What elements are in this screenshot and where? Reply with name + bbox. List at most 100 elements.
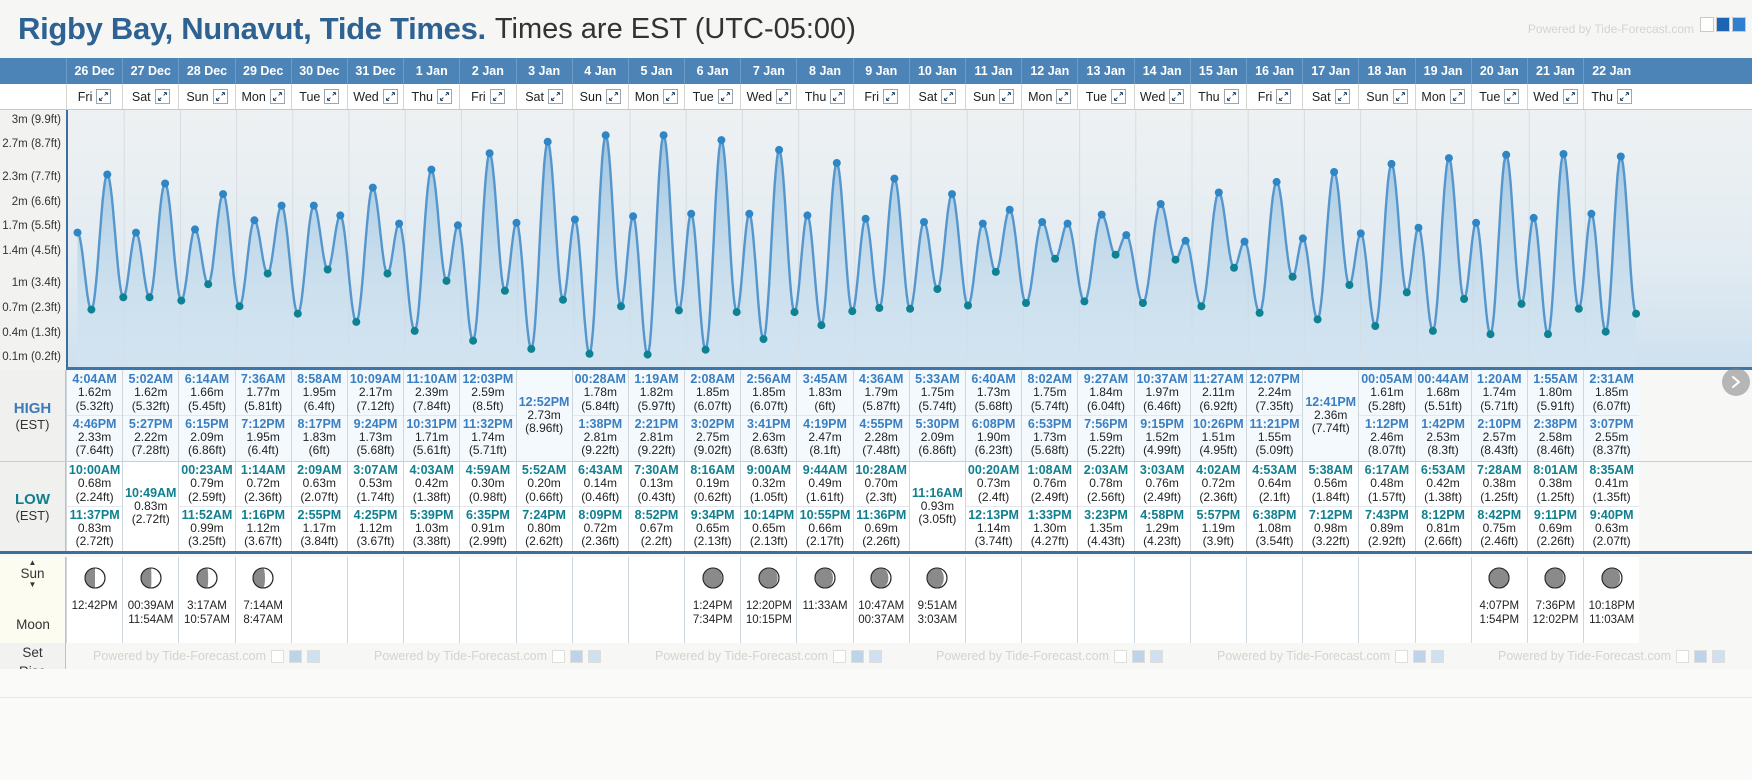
day-cell[interactable]: Tue (1077, 84, 1133, 109)
date-cell[interactable]: 18 Jan (1358, 58, 1414, 84)
day-cell[interactable]: Mon (234, 84, 291, 109)
high-tide-feet: (5.74ft) (1030, 398, 1069, 413)
sun-up-arrow-icon: ▲ (28, 558, 37, 567)
expand-icon[interactable] (547, 89, 563, 104)
day-cell[interactable]: Wed (346, 84, 403, 109)
expand-icon[interactable] (999, 89, 1015, 104)
date-cell[interactable]: 17 Jan (1302, 58, 1358, 84)
date-cell[interactable]: 30 Dec (290, 58, 347, 84)
expand-icon[interactable] (941, 89, 957, 104)
day-cell[interactable]: Tue (1470, 84, 1527, 109)
expand-icon[interactable] (1334, 89, 1350, 104)
day-cell[interactable]: Wed (1133, 84, 1190, 109)
day-cell[interactable]: Sun (178, 84, 234, 109)
flag-icon-2[interactable] (1732, 17, 1746, 32)
low-tide-time: 2:03AM (1083, 463, 1129, 478)
date-cell[interactable]: 26 Dec (66, 58, 122, 84)
moon-cell: 7:14AM 8:47AM (234, 557, 291, 643)
day-cell[interactable]: Thu (403, 84, 459, 109)
day-cell[interactable]: Fri (852, 84, 909, 109)
date-cell[interactable]: 4 Jan (571, 58, 628, 84)
day-cell[interactable]: Sun (571, 84, 628, 109)
watermark-flag-icon (851, 649, 864, 663)
expand-icon[interactable] (717, 89, 733, 104)
expand-icon[interactable] (1449, 89, 1465, 104)
date-cell[interactable]: 10 Jan (908, 58, 965, 84)
day-cell[interactable]: Sun (1358, 84, 1414, 109)
y-axis-tick-label: 1.4m (4.5ft) (2, 244, 61, 257)
low-tide-time: 12:13PM (968, 508, 1019, 522)
day-cell[interactable]: Thu (1189, 84, 1246, 109)
expand-icon[interactable] (776, 89, 792, 104)
moon-time-text: 11:03AM (1589, 614, 1635, 627)
expand-icon[interactable] (1223, 89, 1239, 104)
date-cell[interactable]: 15 Jan (1189, 58, 1246, 84)
expand-icon[interactable] (663, 89, 679, 104)
date-cell[interactable]: 13 Jan (1077, 58, 1133, 84)
date-cell[interactable]: 21 Jan (1526, 58, 1583, 84)
date-cell[interactable]: 19 Jan (1414, 58, 1471, 84)
high-tide-feet: (8.43ft) (1480, 443, 1519, 458)
expand-icon[interactable] (1056, 89, 1072, 104)
date-cell[interactable]: 20 Jan (1470, 58, 1527, 84)
day-cell[interactable]: Tue (684, 84, 740, 109)
day-cell[interactable]: Sat (1302, 84, 1358, 109)
date-cell[interactable]: 29 Dec (234, 58, 291, 84)
date-cell[interactable]: 12 Jan (1021, 58, 1077, 84)
expand-icon[interactable] (1504, 89, 1520, 104)
day-cell[interactable]: Mon (1414, 84, 1471, 109)
date-cell[interactable]: 31 Dec (346, 58, 403, 84)
date-cell[interactable]: 9 Jan (852, 58, 909, 84)
expand-icon[interactable] (883, 89, 898, 104)
date-cell[interactable]: 8 Jan (796, 58, 852, 84)
moon-time-text: 3:17AM (187, 600, 227, 612)
chart-toggle-icon[interactable] (1700, 17, 1714, 32)
expand-icon[interactable] (1276, 89, 1292, 104)
day-cell[interactable]: Sat (908, 84, 965, 109)
date-cell[interactable]: 1 Jan (403, 58, 459, 84)
scroll-right-button[interactable] (1722, 368, 1750, 396)
date-cell[interactable]: 2 Jan (459, 58, 515, 84)
day-cell[interactable]: Mon (627, 84, 684, 109)
expand-icon[interactable] (1392, 89, 1408, 104)
expand-icon[interactable] (1562, 89, 1578, 104)
date-cell[interactable]: 5 Jan (627, 58, 684, 84)
date-cell[interactable]: 11 Jan (965, 58, 1021, 84)
date-cell[interactable]: 3 Jan (515, 58, 572, 84)
flag-icon-1[interactable] (1716, 17, 1730, 32)
date-cell[interactable]: 14 Jan (1133, 58, 1190, 84)
day-cell[interactable]: Fri (459, 84, 515, 109)
day-cell[interactable]: Wed (1526, 84, 1583, 109)
day-cell[interactable]: Thu (1583, 84, 1639, 109)
expand-icon[interactable] (489, 89, 505, 104)
low-tide-feet: (2.26ft) (1536, 534, 1575, 549)
date-cell[interactable]: 16 Jan (1245, 58, 1302, 84)
expand-icon[interactable] (436, 89, 452, 104)
day-cell[interactable]: Sun (965, 84, 1021, 109)
day-cell[interactable]: Tue (290, 84, 347, 109)
low-tide-meters: 0.14m (583, 476, 617, 491)
expand-icon[interactable] (1616, 89, 1632, 104)
expand-icon[interactable] (605, 89, 621, 104)
expand-icon[interactable] (96, 89, 112, 104)
expand-icon[interactable] (1169, 89, 1185, 104)
expand-icon[interactable] (830, 89, 846, 104)
day-cell[interactable]: Fri (66, 84, 122, 109)
date-cell[interactable]: 28 Dec (178, 58, 234, 84)
day-cell[interactable]: Mon (1021, 84, 1077, 109)
date-cell[interactable]: 27 Dec (122, 58, 178, 84)
day-cell[interactable]: Wed (740, 84, 796, 109)
expand-icon[interactable] (269, 89, 285, 104)
date-cell[interactable]: 22 Jan (1583, 58, 1639, 84)
day-cell[interactable]: Fri (1245, 84, 1302, 109)
date-cell[interactable]: 6 Jan (684, 58, 740, 84)
expand-icon[interactable] (154, 89, 170, 104)
expand-icon[interactable] (1111, 89, 1126, 104)
expand-icon[interactable] (324, 89, 340, 104)
day-cell[interactable]: Thu (796, 84, 852, 109)
expand-icon[interactable] (382, 89, 398, 104)
expand-icon[interactable] (212, 89, 228, 104)
date-cell[interactable]: 7 Jan (740, 58, 796, 84)
day-cell[interactable]: Sat (515, 84, 572, 109)
day-cell[interactable]: Sat (122, 84, 178, 109)
